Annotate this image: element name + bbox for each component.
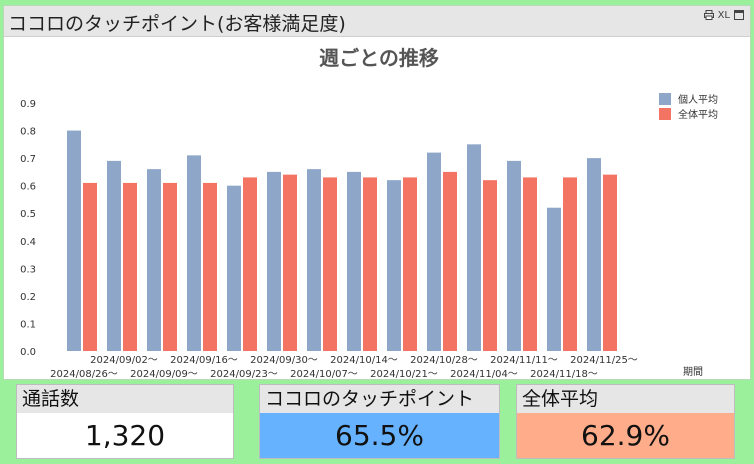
bar-personal [427, 152, 441, 351]
panel-header: ココロのタッチポイント(お客様満足度) XL [4, 6, 750, 37]
legend-swatch [659, 108, 671, 120]
bar-overall [603, 174, 617, 351]
x-tick-label: 2024/10/07～ [290, 369, 358, 379]
bar-overall [483, 180, 497, 351]
bar-personal [507, 160, 521, 351]
bar-personal [187, 155, 201, 351]
bar-overall [563, 177, 577, 351]
bar-overall [403, 177, 417, 351]
y-tick-label: 0.1 [20, 319, 36, 330]
chart-title: 週ごとの推移 [319, 46, 439, 70]
bar-personal [587, 158, 601, 351]
y-tick-label: 0.6 [20, 182, 36, 193]
print-icon[interactable] [703, 10, 714, 23]
x-tick-label: 2024/11/25～ [570, 355, 638, 366]
bar-personal [147, 169, 161, 351]
x-tick-label: 2024/11/11～ [490, 355, 558, 366]
y-tick-label: 0.4 [20, 237, 36, 248]
bar-personal [467, 144, 481, 351]
bar-overall [203, 182, 217, 351]
y-tick-label: 0.5 [20, 209, 36, 220]
bar-overall [443, 171, 457, 351]
stat-card-touchpoint: ココロのタッチポイント 65.5% [259, 384, 500, 459]
bar-chart: 週ごとの推移 0.0 0.1 0.2 0.3 0.4 0.5 0.6 0.7 0.8 0.9 2024… [20, 46, 718, 379]
x-tick-label: 2024/10/28～ [410, 355, 478, 366]
x-tick-label: 2024/10/21～ [370, 369, 438, 379]
bar-personal [347, 171, 361, 351]
bar-personal [307, 169, 321, 351]
x-tick-label: 2024/08/26～ [50, 369, 118, 379]
x-tick-label: 2024/09/09～ [130, 369, 198, 379]
bar-personal [267, 171, 281, 351]
bar-personal [547, 207, 561, 351]
maximize-icon[interactable] [734, 10, 744, 23]
x-tick-label: 2024/11/18～ [530, 369, 598, 379]
x-tick-label: 2024/10/14～ [330, 355, 398, 366]
x-tick-label: 2024/09/02～ [90, 355, 158, 366]
stat-label: 全体平均 [517, 385, 734, 413]
legend-label: 個人平均 [678, 93, 718, 106]
bar-overall [243, 177, 257, 351]
bar-overall [323, 177, 337, 351]
chart-panel: ココロのタッチポイント(お客様満足度) XL 週ごとの推移 0.0 0.1 0.2 0.… [3, 5, 751, 380]
x-tick-label: 2024/09/23～ [210, 369, 278, 379]
bar-overall [163, 182, 177, 351]
header-icons: XL [703, 10, 744, 23]
x-tick-label: 2024/11/04～ [450, 369, 518, 379]
stat-card-overall-average: 全体平均 62.9% [516, 384, 735, 459]
bar-overall [123, 182, 137, 351]
legend-label: 全体平均 [678, 108, 718, 121]
bar-personal [387, 180, 401, 351]
stat-label: ココロのタッチポイント [260, 385, 499, 413]
bar-overall [523, 177, 537, 351]
y-tick-label: 0.3 [20, 264, 36, 275]
bar-personal [107, 160, 121, 351]
stat-value: 62.9% [517, 413, 734, 458]
y-tick-label: 0.2 [20, 292, 36, 303]
y-tick-label: 0.8 [20, 127, 36, 138]
bar-personal [227, 185, 241, 351]
y-tick-label: 0.0 [20, 347, 36, 358]
stat-value: 65.5% [260, 413, 499, 458]
x-axis-label: 期間 [683, 366, 703, 378]
bar-overall [83, 182, 97, 351]
stat-card-calls: 通話数 1,320 [16, 384, 234, 459]
bar-overall [283, 174, 297, 351]
excel-export-icon[interactable]: XL [717, 10, 730, 21]
y-tick-label: 0.9 [20, 99, 36, 110]
x-tick-label: 2024/09/16～ [170, 355, 238, 366]
y-tick-label: 0.7 [20, 154, 36, 165]
bar-personal [67, 130, 81, 351]
panel-title: ココロのタッチポイント(お客様満足度) [8, 13, 346, 35]
stat-value: 1,320 [17, 413, 233, 458]
stat-label: 通話数 [17, 385, 233, 413]
bar-overall [363, 177, 377, 351]
legend-swatch [659, 93, 671, 105]
x-tick-label: 2024/09/30～ [250, 355, 318, 366]
